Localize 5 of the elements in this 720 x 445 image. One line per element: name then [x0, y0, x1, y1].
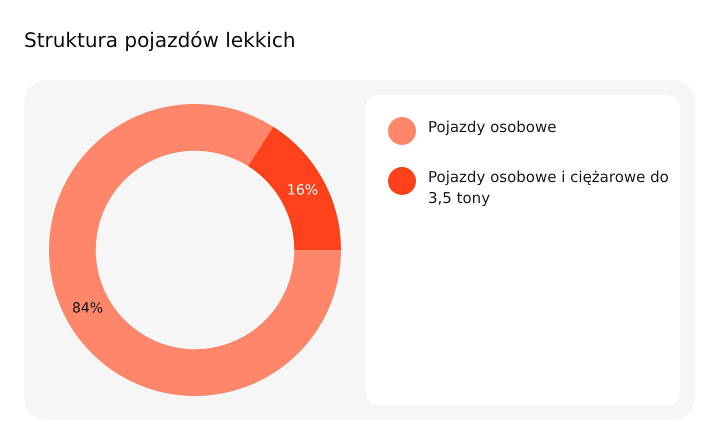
data-label: 84% — [72, 300, 104, 317]
chart-title: Struktura pojazdów lekkich — [24, 28, 296, 52]
legend-label: Pojazdy osobowe — [428, 117, 556, 138]
data-label: 16% — [286, 182, 318, 199]
legend-label: Pojazdy osobowe i ciężarowe do 3,5 tony — [428, 167, 670, 209]
